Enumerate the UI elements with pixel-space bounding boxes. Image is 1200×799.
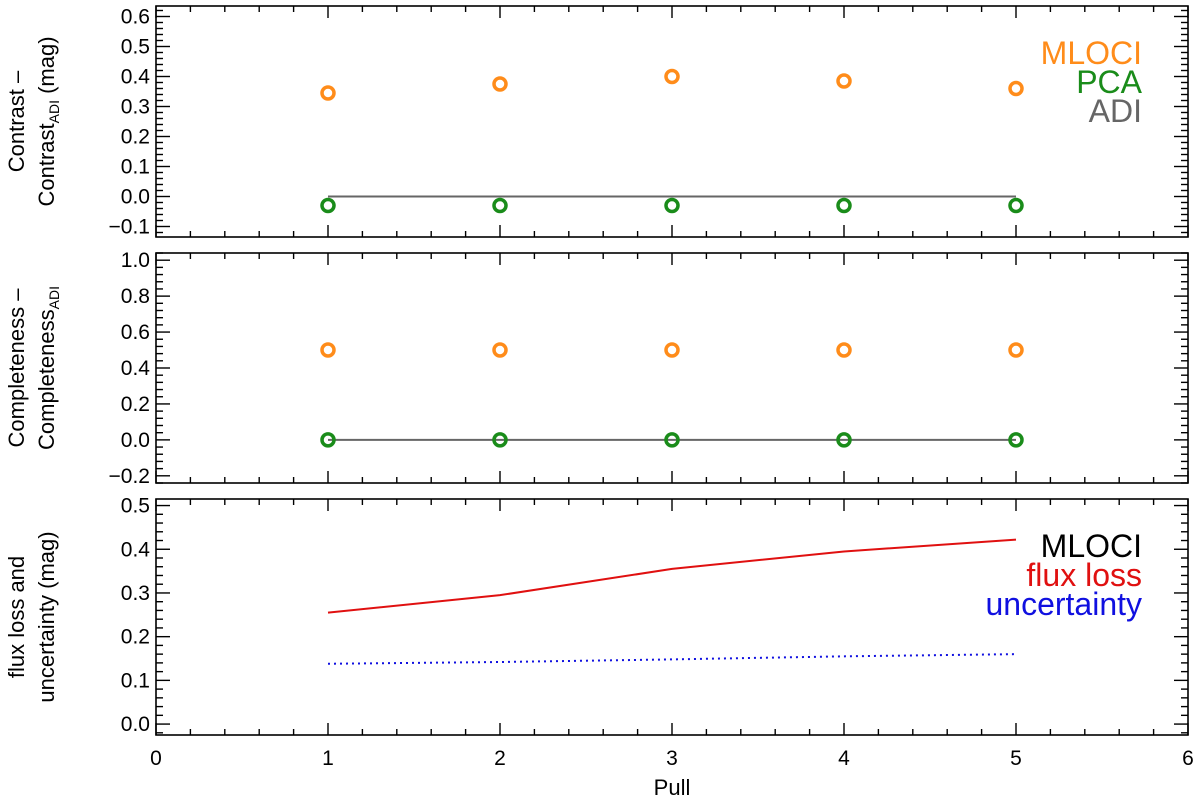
legend-entry: MLOCI <box>1041 528 1142 564</box>
data-point-mloci <box>320 342 336 358</box>
data-point-pca <box>836 432 852 448</box>
data-point-mloci <box>664 68 680 85</box>
y-axis-label-unit: (mag) <box>34 36 59 100</box>
data-point-pca <box>492 197 508 214</box>
y-axis-label-line2: CompletenessADI <box>34 286 62 450</box>
y-axis-label-line1: flux loss and <box>4 556 29 678</box>
data-point-pca <box>320 432 336 448</box>
data-point-mloci <box>492 76 508 92</box>
data-point-mloci <box>320 85 336 101</box>
y-tick-label: 0.0 <box>121 713 150 736</box>
y-tick-label: 0.5 <box>121 495 150 518</box>
x-tick-label: 3 <box>666 747 678 770</box>
panel-completeness: −0.2 0.0 0.2 0.4 0.6 0.8 1.0 Completeness – Comp… <box>4 249 1189 488</box>
data-point-pca <box>320 197 336 214</box>
y-tick-label: 0.4 <box>121 538 151 561</box>
legend-entry: MLOCI <box>1041 35 1142 71</box>
series-line-uncertainty <box>327 653 1017 665</box>
y-tick-label: 0.1 <box>121 156 150 179</box>
panel-contrast: −0.1 0.0 0.1 0.2 0.3 0.4 0.5 0.6 Contrast – Contr… <box>4 5 1189 239</box>
y-tick-label: 0.6 <box>121 321 150 344</box>
data-point-pca <box>1008 197 1024 214</box>
y-tick-label: 0.2 <box>121 626 150 649</box>
y-tick-label: 0.2 <box>121 393 150 416</box>
data-point-mloci <box>836 342 852 358</box>
data-point-mloci <box>1008 342 1024 358</box>
y-axis-label-line1: Completeness – <box>4 288 29 448</box>
panel-flux-loss: 0.0 0.1 0.2 0.3 0.4 0.5 0 1 2 3 4 5 6 Pull flux loss a… <box>4 495 1194 799</box>
y-tick-label: 0.0 <box>121 186 150 209</box>
x-tick-label: 6 <box>1182 747 1194 770</box>
legend-entry: uncertainty <box>985 586 1142 622</box>
y-tick-label: 0.3 <box>121 582 150 605</box>
legend-entry: PCA <box>1076 64 1142 100</box>
x-tick-label: 2 <box>494 747 506 770</box>
y-tick-label: 0.2 <box>121 126 150 149</box>
series-line-flux-loss <box>327 538 1017 614</box>
data-point-mloci <box>836 73 852 89</box>
data-point-pca <box>664 432 680 448</box>
data-point-pca <box>492 432 508 448</box>
y-axis-label-line1: Contrast – <box>4 70 29 172</box>
y-tick-label: 0.1 <box>121 669 150 692</box>
data-point-mloci <box>664 342 680 358</box>
y-tick-label: −0.2 <box>109 465 150 488</box>
y-axis-label-line2: ContrastADI (mag) <box>34 36 62 206</box>
y-tick-label: −0.1 <box>109 216 150 239</box>
legend-entry: flux loss <box>1026 557 1142 593</box>
x-tick-label: 5 <box>1010 747 1022 770</box>
legend-entry: ADI <box>1089 93 1142 129</box>
y-tick-label: 0.3 <box>121 96 150 119</box>
data-point-pca <box>836 197 852 214</box>
y-axis-label-subscript: ADI <box>46 100 62 123</box>
x-tick-label: 0 <box>150 747 162 770</box>
y-axis-label-main: Contrast <box>34 123 59 206</box>
y-tick-label: 0.0 <box>121 429 150 452</box>
plot-frame <box>155 5 1189 238</box>
y-tick-label: 0.6 <box>121 6 150 29</box>
y-axis-label-line2: uncertainty (mag) <box>34 531 59 702</box>
y-tick-label: 1.0 <box>121 249 150 272</box>
data-point-mloci <box>1008 80 1024 97</box>
x-axis-label: Pull <box>654 775 691 799</box>
x-tick-label: 1 <box>322 747 334 770</box>
y-tick-label: 0.5 <box>121 36 150 59</box>
plot-frame <box>155 252 1189 484</box>
y-axis-label-subscript: ADI <box>46 286 62 309</box>
y-tick-label: 0.4 <box>121 66 151 89</box>
data-point-pca <box>664 197 680 214</box>
data-point-pca <box>1008 432 1024 448</box>
data-point-mloci <box>492 342 508 358</box>
y-tick-label: 0.4 <box>121 357 151 380</box>
y-tick-label: 0.8 <box>121 285 150 308</box>
x-tick-label: 4 <box>838 747 850 770</box>
y-axis-label-main: Completeness <box>34 309 59 450</box>
